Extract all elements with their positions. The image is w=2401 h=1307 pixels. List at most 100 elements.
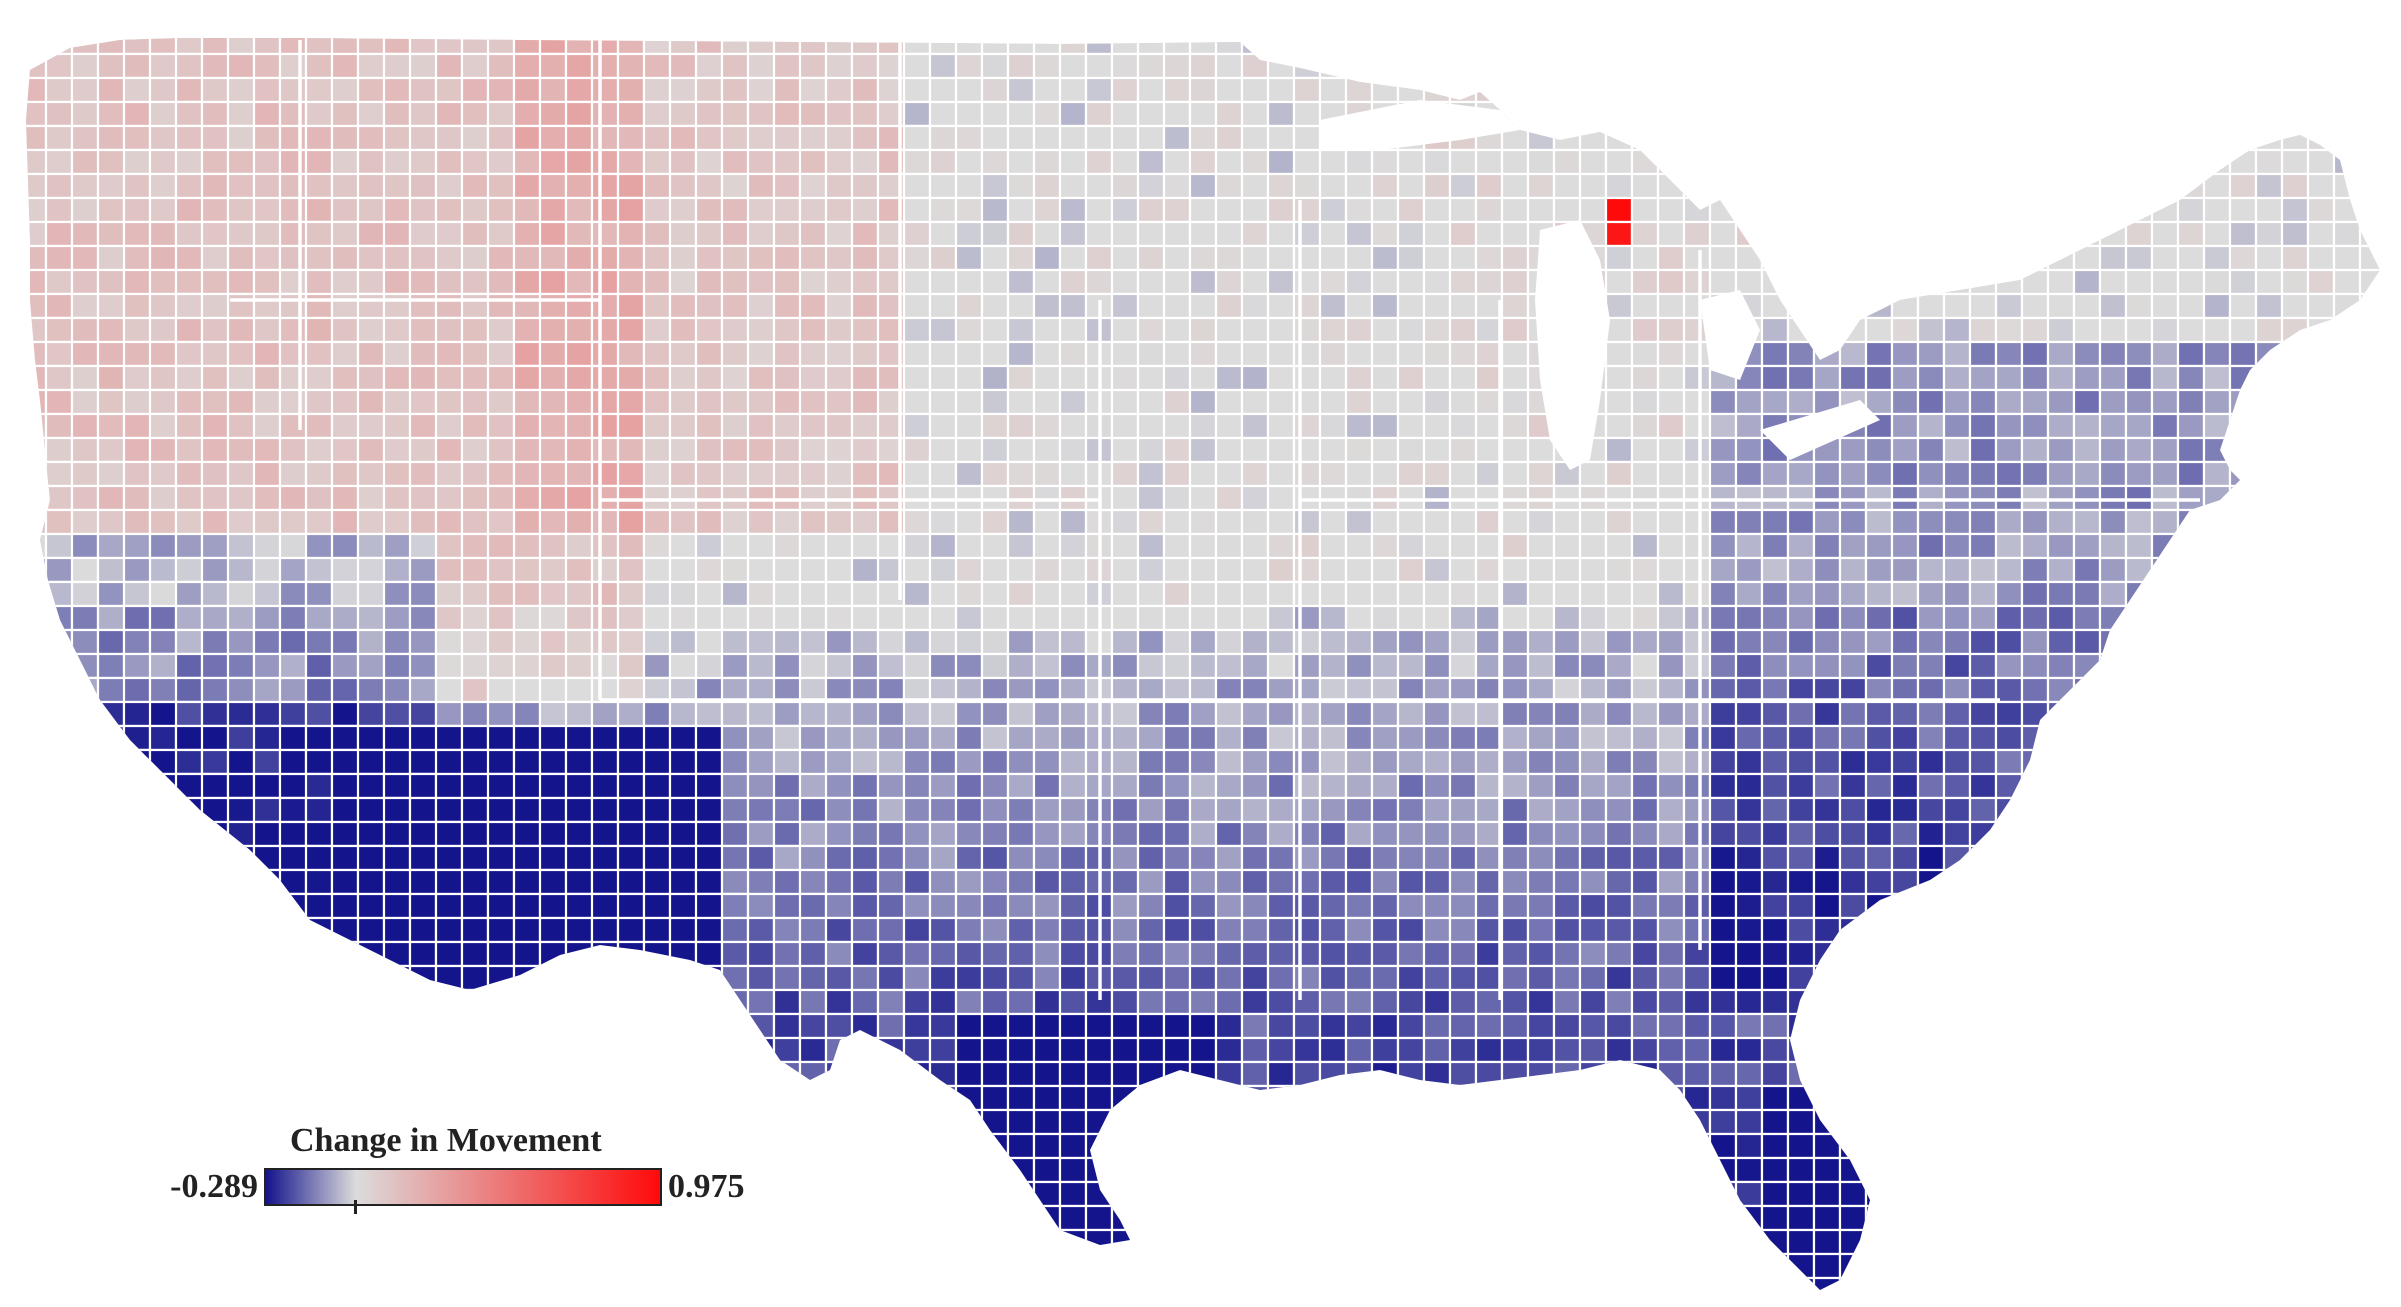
- county-cell: [1994, 436, 2024, 464]
- county-cell: [460, 940, 490, 968]
- county-cell: [1240, 844, 1270, 872]
- county-cell: [356, 724, 386, 752]
- county-cell: [954, 892, 984, 920]
- county-cell: [512, 580, 542, 608]
- county-cell: [746, 124, 776, 152]
- county-cell: [1552, 172, 1582, 200]
- county-cell: [902, 556, 932, 584]
- county-cell: [772, 124, 802, 152]
- county-cell: [148, 340, 178, 368]
- county-cell: [1266, 748, 1296, 776]
- county-cell: [1422, 244, 1452, 272]
- county-cell: [1422, 964, 1452, 992]
- county-cell: [1994, 508, 2024, 536]
- county-cell: [1760, 1180, 1790, 1208]
- county-cell: [512, 892, 542, 920]
- county-cell: [1682, 652, 1712, 680]
- county-cell: [1370, 580, 1400, 608]
- county-cell: [538, 340, 568, 368]
- county-cell: [980, 916, 1010, 944]
- county-cell: [1240, 340, 1270, 368]
- county-cell: [772, 220, 802, 248]
- county-cell: [2124, 292, 2154, 320]
- county-cell: [1032, 268, 1062, 296]
- county-cell: [200, 340, 230, 368]
- county-cell: [1968, 340, 1998, 368]
- county-cell: [1266, 772, 1296, 800]
- county-cell: [694, 604, 724, 632]
- county-cell: [1760, 868, 1790, 896]
- county-cell: [1630, 1012, 1660, 1040]
- county-cell: [2176, 388, 2206, 416]
- county-cell: [1396, 316, 1426, 344]
- county-cell: [1734, 580, 1764, 608]
- county-cell: [1370, 172, 1400, 200]
- county-cell: [1448, 916, 1478, 944]
- county-cell: [1526, 484, 1556, 512]
- county-cell: [1994, 724, 2024, 752]
- county-cell: [1292, 1012, 1322, 1040]
- county-cell: [2228, 316, 2258, 344]
- county-cell: [1162, 724, 1192, 752]
- county-cell: [642, 580, 672, 608]
- county-cell: [1864, 724, 1894, 752]
- county-cell: [720, 172, 750, 200]
- county-cell: [2072, 316, 2102, 344]
- county-cell: [1396, 580, 1426, 608]
- county-cell: [1474, 796, 1504, 824]
- county-cell: [1162, 652, 1192, 680]
- county-cell: [1630, 244, 1660, 272]
- county-cell: [1058, 1084, 1088, 1112]
- county-cell: [1474, 988, 1504, 1016]
- county-cell: [590, 52, 620, 80]
- county-cell: [1110, 388, 1140, 416]
- county-cell: [1422, 916, 1452, 944]
- county-cell: [512, 916, 542, 944]
- county-cell: [1552, 964, 1582, 992]
- county-cell: [798, 364, 828, 392]
- county-cell: [1188, 844, 1218, 872]
- legend-color-bar: [264, 1168, 662, 1206]
- county-cell: [330, 532, 360, 560]
- county-cell: [1942, 508, 1972, 536]
- county-cell: [1604, 484, 1634, 512]
- county-cell: [1110, 916, 1140, 944]
- county-cell: [1864, 628, 1894, 656]
- county-cell: [382, 916, 412, 944]
- county-cell: [174, 244, 204, 272]
- county-cell: [278, 652, 308, 680]
- county-cell: [2046, 604, 2076, 632]
- county-cell: [1058, 868, 1088, 896]
- county-cell: [356, 700, 386, 728]
- county-cell: [1032, 964, 1062, 992]
- county-cell: [1292, 172, 1322, 200]
- county-cell: [1006, 892, 1036, 920]
- county-cell: [252, 676, 282, 704]
- county-cell: [1006, 244, 1036, 272]
- county-cell: [2020, 436, 2050, 464]
- county-cell: [954, 196, 984, 224]
- county-cell: [408, 196, 438, 224]
- county-cell: [382, 268, 412, 296]
- county-cell: [564, 52, 594, 80]
- county-cell: [1058, 436, 1088, 464]
- county-cell: [1786, 484, 1816, 512]
- county-cell: [122, 532, 152, 560]
- county-cell: [1162, 556, 1192, 584]
- county-cell: [772, 532, 802, 560]
- county-cell: [434, 388, 464, 416]
- county-cell: [460, 76, 490, 104]
- county-cell: [746, 460, 776, 488]
- county-cell: [1396, 796, 1426, 824]
- county-cell: [980, 772, 1010, 800]
- county-cell: [590, 220, 620, 248]
- county-cell: [70, 100, 100, 128]
- county-cell: [1604, 292, 1634, 320]
- county-cell: [642, 148, 672, 176]
- county-cell: [2020, 676, 2050, 704]
- county-cell: [1604, 988, 1634, 1016]
- county-cell: [96, 364, 126, 392]
- county-cell: [1838, 652, 1868, 680]
- county-cell: [616, 844, 646, 872]
- county-cell: [1370, 532, 1400, 560]
